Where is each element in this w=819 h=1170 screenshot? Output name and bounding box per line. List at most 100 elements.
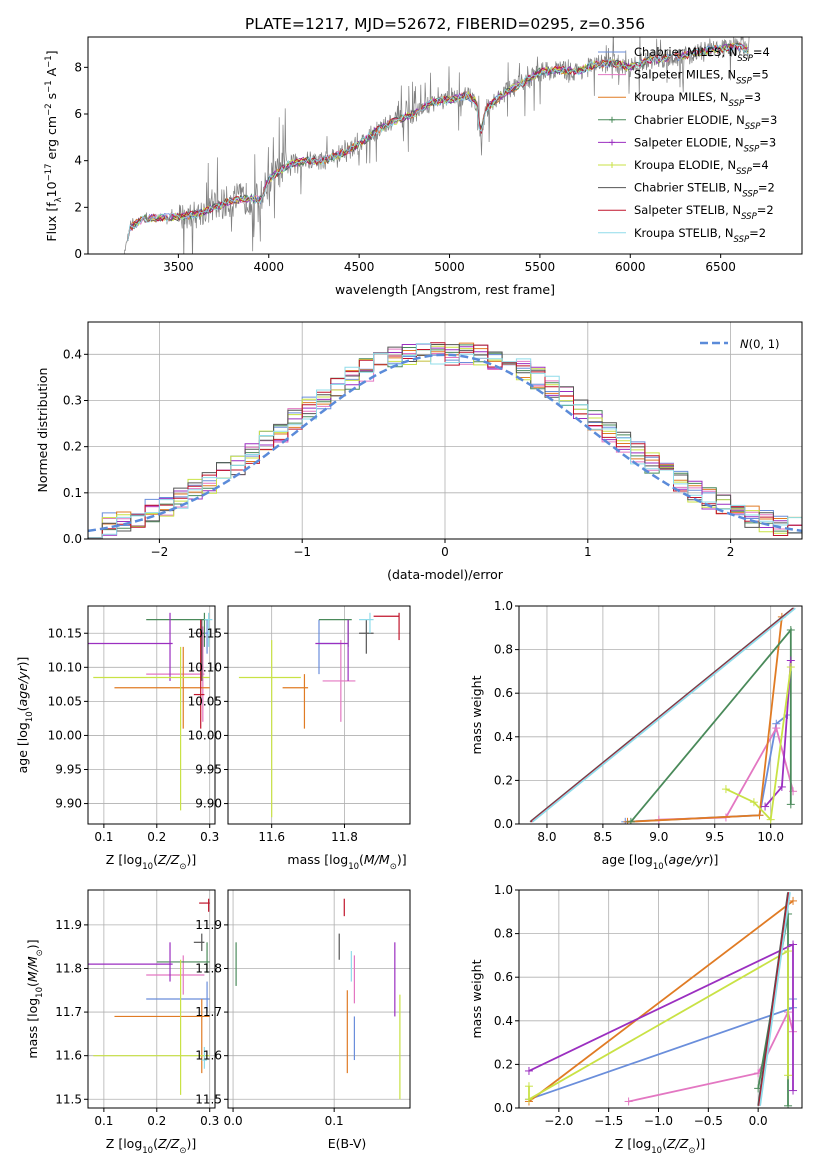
label-part: M/M <box>25 956 40 982</box>
spectrum-model-line <box>127 42 749 241</box>
y-tick-label: 0.0 <box>494 1101 513 1115</box>
label-part: A <box>44 67 59 80</box>
label-part: SSP <box>734 235 750 245</box>
x-tick-label: 6000 <box>615 260 646 274</box>
label-part: =2 <box>758 181 775 195</box>
chart-spectrum: 3500 4000 4500 5000 5500 6000 6500 0 2 4 6 8 Chabrie… <box>44 36 803 297</box>
x-tick-label: 0.1 <box>94 1114 113 1128</box>
axes-frame: 3500 4000 4500 5000 5500 6000 6500 0 2 4 6 8 Chabrie… <box>44 36 803 297</box>
label-part: 10 <box>142 1146 153 1156</box>
label-part: Z [log <box>615 1136 651 1151</box>
y-tick-label: 11.7 <box>55 1005 82 1019</box>
y-tick-label: 0.0 <box>494 817 513 831</box>
x-tick-label: 0.1 <box>94 830 113 844</box>
x-tick-label: 0.0 <box>749 1114 768 1128</box>
y-axis-label: Normed distribution <box>35 368 50 493</box>
label-part: =5 <box>752 68 769 82</box>
y-tick-label: 0.2 <box>63 440 82 454</box>
label-part: )] <box>695 1136 705 1151</box>
y-tick-label: 0.2 <box>494 773 513 787</box>
y-tick-label: 0.0 <box>63 532 82 546</box>
x-tick-label: 2 <box>727 545 735 559</box>
spectrum-model-line <box>127 42 749 241</box>
axes-frame: 0.1 0.2 0.3 9.90 9.95 10.00 10.05 10.10 10.15 Z [… <box>15 605 219 872</box>
label-part: 10 <box>44 181 59 197</box>
x-tick-label: 11.6 <box>258 830 285 844</box>
y-tick-label: 10.10 <box>188 660 222 674</box>
y-tick-label: 11.8 <box>195 961 222 975</box>
y-tick-label: 10.00 <box>48 728 82 742</box>
x-tick-label: 0.1 <box>325 1114 344 1128</box>
legend-entry: Chabrier STELIB, NSSP=2 <box>634 181 775 200</box>
plot-area <box>88 342 802 539</box>
label-part: −1 <box>44 80 54 93</box>
y-tick-label: 0.4 <box>494 730 513 744</box>
x-axis-label: Z [log10(Z/Z⊙)] <box>106 1136 196 1156</box>
x-tick-label: 0.3 <box>200 1114 219 1128</box>
label-part: ( <box>153 852 158 867</box>
y-tick-label: 11.6 <box>55 1049 82 1063</box>
x-tick-label: 0.0 <box>224 1114 243 1128</box>
x-tick-label: 11.8 <box>331 830 358 844</box>
label-part: mass [log <box>25 998 40 1059</box>
weight-series-line <box>528 900 794 1103</box>
label-part: 10 <box>35 987 45 998</box>
label-part: ⊙ <box>179 1146 186 1156</box>
label-part: ⊙ <box>688 1146 695 1156</box>
label-part: Kroupa STELIB, N <box>634 226 734 240</box>
chart-residuals: −2 −1 0 1 2 0.0 0.1 0.2 0.3 0.4 N(0, 1) (data-model… <box>35 321 803 582</box>
y-tick-label: 0.8 <box>494 643 513 657</box>
label-part: Chabrier STELIB, N <box>634 181 742 195</box>
y-tick-label: 10.00 <box>188 728 222 742</box>
label-part: SSP <box>736 167 752 177</box>
label-part: SSP <box>745 122 761 132</box>
x-tick-label: −1.0 <box>644 1114 673 1128</box>
label-part: 10 <box>348 862 359 872</box>
x-tick-label: 3500 <box>163 260 194 274</box>
y-tick-label: 11.5 <box>195 1092 222 1106</box>
label-part: Chabrier MILES, N <box>634 45 737 59</box>
weight-series-line <box>628 1009 794 1103</box>
label-part: )] <box>397 852 407 867</box>
label-part: Salpeter MILES, N <box>634 68 736 82</box>
y-tick-label: 0.4 <box>63 347 82 361</box>
label-part: )] <box>15 657 30 667</box>
weight-series-line <box>531 607 796 823</box>
x-tick-label: −2 <box>151 545 169 559</box>
label-part: =3 <box>760 113 777 127</box>
label-part: Chabrier ELODIE, N <box>634 113 745 127</box>
gaussian-reference-curve <box>88 353 802 533</box>
y-tick-label: 6 <box>74 107 82 121</box>
residual-histogram <box>88 343 802 539</box>
y-tick-label: 0.6 <box>494 686 513 700</box>
axes-frame: 0.1 0.2 0.311.511.611.711.811.9Z [log10(Z/… <box>25 889 219 1156</box>
y-tick-label: 10.05 <box>188 694 222 708</box>
label-part: Kroupa MILES, N <box>634 90 729 104</box>
x-axis-label: E(B-V) <box>328 1136 367 1151</box>
chart-age_vs_mass: 11.6 11.8 9.90 9.95 10.00 10.05 10.10 10.15 mass… <box>188 605 411 872</box>
y-tick-label: 11.7 <box>195 1005 222 1019</box>
y-tick-label: 1.0 <box>494 599 513 613</box>
label-part: SSP <box>736 77 752 87</box>
y-tick-label: 9.95 <box>55 763 82 777</box>
axes-box <box>227 605 411 825</box>
y-tick-label: 11.9 <box>55 918 82 932</box>
residual-histogram <box>88 342 802 539</box>
label-part: ( <box>15 706 30 711</box>
label-part: age/yr <box>669 852 710 867</box>
label-part: Z [log <box>106 852 142 867</box>
x-tick-label: 0 <box>441 545 449 559</box>
y-tick-label: 9.90 <box>55 797 82 811</box>
label-part: −2 <box>44 103 54 116</box>
label-part: Flux [f <box>44 202 59 242</box>
label-part: 10 <box>25 711 35 722</box>
legend-entry: Chabrier MILES, NSSP=4 <box>634 45 770 64</box>
x-tick-label: 0.3 <box>200 830 219 844</box>
label-part: Salpeter STELIB, N <box>634 203 741 217</box>
y-tick-label: 11.8 <box>55 961 82 975</box>
legend-entry: Chabrier ELODIE, NSSP=3 <box>634 113 777 132</box>
label-part: M/M <box>364 852 390 867</box>
label-part: age/yr <box>15 666 30 707</box>
